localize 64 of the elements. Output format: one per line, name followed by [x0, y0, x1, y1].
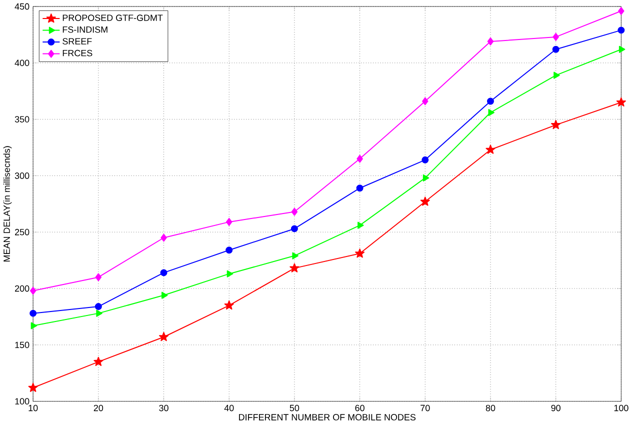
point	[290, 263, 300, 272]
point	[422, 156, 429, 164]
point	[618, 7, 624, 16]
point	[356, 154, 363, 163]
point	[292, 252, 298, 260]
y-tick-label: 300	[14, 172, 30, 180]
point	[422, 174, 430, 182]
point	[30, 310, 37, 317]
legend-label: FS-INDISM	[62, 26, 108, 33]
legend-label: FRCES	[62, 50, 92, 56]
x-tick-label: 80	[486, 404, 496, 412]
point	[96, 310, 102, 317]
y-axis-title: MEAN DELAY(in millisecnds)	[3, 146, 12, 262]
x-tick-label: 30	[159, 404, 168, 412]
point	[226, 270, 234, 278]
point	[224, 300, 234, 310]
point	[226, 218, 232, 226]
point	[551, 120, 561, 130]
y-tick-label: 400	[14, 60, 30, 66]
x-tick-label: 40	[224, 404, 234, 412]
point	[422, 97, 428, 106]
point	[486, 144, 496, 154]
point	[226, 246, 233, 254]
point	[94, 356, 104, 366]
y-tick-label: 100	[15, 398, 30, 405]
x-axis-title: DIFFERENT NUMBER OF MOBILE NODES	[239, 414, 416, 421]
point	[30, 322, 38, 330]
point	[488, 109, 494, 116]
point	[618, 26, 625, 34]
y-tick-label: 250	[15, 229, 30, 236]
x-tick-label: 70	[420, 404, 430, 412]
point	[291, 208, 298, 216]
point	[552, 46, 560, 53]
x-tick-label: 50	[290, 404, 300, 412]
point	[160, 269, 168, 276]
point	[554, 72, 560, 79]
point	[28, 382, 38, 392]
point	[30, 286, 36, 295]
y-tick-label: 150	[15, 342, 30, 348]
point	[94, 303, 102, 310]
x-tick-label: 10	[28, 404, 38, 412]
point	[290, 225, 298, 232]
point	[552, 33, 559, 42]
point	[358, 222, 364, 229]
y-tick-label: 450	[14, 3, 30, 10]
x-tick-label: 100	[614, 404, 628, 412]
point	[420, 196, 430, 206]
point	[355, 248, 365, 258]
point	[160, 234, 167, 242]
point	[616, 98, 626, 107]
y-tick-label: 200	[15, 285, 30, 292]
y-tick-label: 350	[14, 116, 30, 123]
point	[487, 38, 494, 46]
x-tick-label: 90	[551, 404, 560, 412]
point	[356, 184, 364, 192]
point	[618, 46, 626, 54]
point	[487, 98, 494, 105]
x-tick-label: 20	[94, 404, 104, 412]
point	[95, 273, 102, 282]
point	[162, 292, 168, 299]
point	[158, 332, 169, 342]
x-tick-label: 60	[355, 404, 364, 412]
legend-label: SREEF	[62, 38, 92, 45]
legend-label: PROPOSED GTF-GDMT	[62, 14, 163, 22]
